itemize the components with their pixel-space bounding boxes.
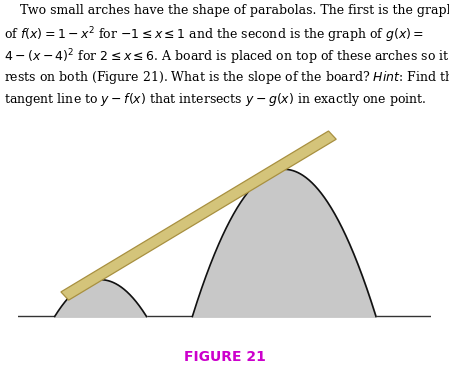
- Text: rests on both (Figure 21). What is the slope of the board? $\it{Hint}$: Find the: rests on both (Figure 21). What is the s…: [4, 69, 449, 86]
- Text: FIGURE 21: FIGURE 21: [184, 350, 265, 364]
- Text: of $f(x) = 1 - x^2$ for $-1 \leq x \leq 1$ and the second is the graph of $g(x) : of $f(x) = 1 - x^2$ for $-1 \leq x \leq …: [4, 25, 425, 45]
- Polygon shape: [61, 131, 336, 300]
- Text: Two small arches have the shape of parabolas. The first is the graph: Two small arches have the shape of parab…: [20, 4, 449, 17]
- Text: tangent line to $y - f(x)$ that intersects $y - g(x)$ in exactly one point.: tangent line to $y - f(x)$ that intersec…: [4, 91, 427, 108]
- Text: $4 - (x - 4)^2$ for $2 \leq x \leq 6$. A board is placed on top of these arches : $4 - (x - 4)^2$ for $2 \leq x \leq 6$. A…: [4, 47, 449, 67]
